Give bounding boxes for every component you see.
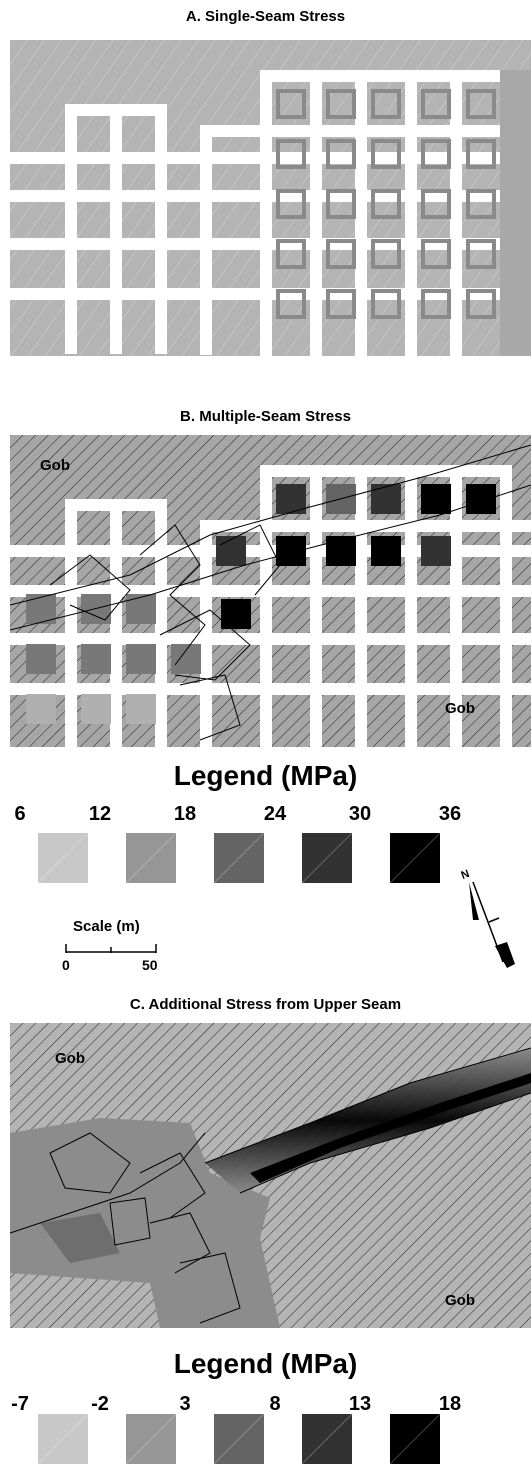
legend-tick-label: 24 — [263, 803, 287, 825]
gob-label: Gob — [55, 1050, 85, 1067]
north-arrow-icon: N — [455, 860, 525, 975]
legend-tick-label: -7 — [11, 1393, 29, 1415]
panel-b-map: Gob Gob — [10, 435, 531, 747]
legend-tick-label: 36 — [438, 803, 462, 825]
legend-tick-label: 6 — [14, 803, 26, 825]
legend-swatch — [38, 1414, 88, 1464]
gob-label: Gob — [445, 700, 475, 717]
scale-title: Scale (m) — [73, 918, 140, 935]
panel-b-title: B. Multiple-Seam Stress — [180, 408, 351, 425]
panel-a-map — [10, 40, 531, 356]
panel-a-title: A. Single-Seam Stress — [185, 8, 346, 25]
scale-max: 50 — [142, 957, 158, 973]
legend-swatch — [302, 833, 352, 883]
gob-label: Gob — [445, 1292, 475, 1309]
panel-c-title: C. Additional Stress from Upper Seam — [129, 996, 402, 1013]
legend-swatch — [126, 833, 176, 883]
legend-swatch — [214, 1414, 264, 1464]
legend-swatch — [302, 1414, 352, 1464]
svg-text:N: N — [460, 868, 472, 882]
panel-c-map: Gob Gob — [10, 1023, 531, 1328]
gob-label: Gob — [40, 457, 70, 474]
legend-swatch — [214, 833, 264, 883]
legend-tick-label: 18 — [438, 1393, 462, 1415]
scale-min: 0 — [62, 957, 70, 973]
legend-swatch — [126, 1414, 176, 1464]
legend-swatch — [390, 833, 440, 883]
legend-1-title: Legend (MPa) — [173, 760, 358, 791]
legend-2-title: Legend (MPa) — [173, 1348, 358, 1379]
legend-tick-label: 18 — [173, 803, 197, 825]
scale-bar — [62, 942, 162, 961]
legend-tick-label: 30 — [348, 803, 372, 825]
legend-tick-label: 12 — [88, 803, 112, 825]
legend-tick-label: 13 — [348, 1393, 372, 1415]
legend-tick-label: -2 — [91, 1393, 109, 1415]
legend-tick-label: 8 — [269, 1393, 281, 1415]
legend-swatch — [38, 833, 88, 883]
legend-tick-label: 3 — [179, 1393, 191, 1415]
legend-swatch — [390, 1414, 440, 1464]
